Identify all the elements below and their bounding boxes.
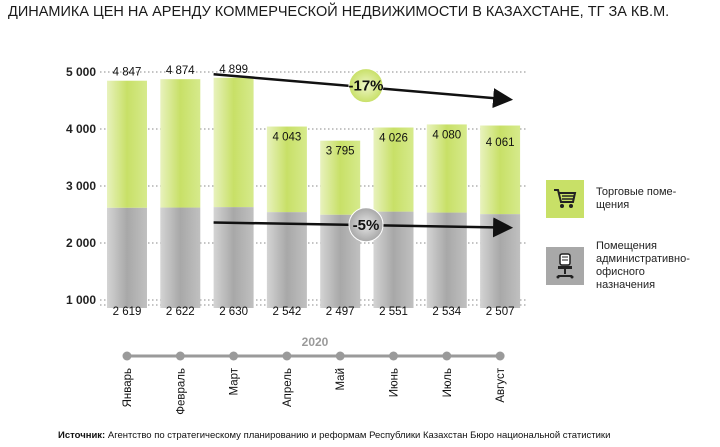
bar-retail [266, 126, 307, 213]
legend-item-office: Помещения административно-офисного назна… [546, 240, 706, 292]
y-tick-label: 2 000 [66, 236, 96, 250]
y-tick-label: 4 000 [66, 122, 96, 136]
bar-office [266, 212, 307, 308]
timeline-dot [282, 351, 292, 361]
data-label-office: 2 497 [326, 306, 355, 318]
legend-swatch-retail [546, 180, 584, 218]
bar-office [107, 207, 147, 308]
bar-office [426, 212, 467, 308]
source-note: Источник: Агентство по стратегическому п… [58, 430, 610, 441]
legend-label-office: Помещения административно-офисного назна… [596, 240, 690, 291]
bar-retail [480, 125, 521, 215]
office-chair-icon [556, 253, 574, 279]
timeline-dot [175, 351, 185, 361]
bar-retail [320, 140, 361, 215]
price-chart: 4 847 2 619 4 874 2 622 4 899 2 630 4 043 2 542… [66, 64, 528, 415]
shopping-cart-icon [554, 189, 577, 208]
bar-retail [160, 79, 201, 208]
data-label-retail: 4 847 [113, 67, 142, 79]
data-label-office: 2 619 [113, 306, 142, 318]
x-tick-label: Май [335, 368, 347, 391]
data-label-retail: 4 026 [379, 133, 408, 145]
bar-retail [213, 77, 254, 208]
timeline-dot [495, 351, 505, 361]
source-text: Агентство по стратегическому планировани… [107, 430, 611, 441]
y-tick-label: 1 000 [66, 293, 96, 307]
timeline-dot [389, 351, 398, 361]
bar-office [160, 207, 201, 308]
data-label-office: 2 551 [379, 306, 408, 318]
timeline-dot [335, 351, 345, 361]
y-tick-label: 5 000 [66, 65, 96, 79]
data-label-retail: 4 043 [273, 132, 302, 144]
data-label-office: 2 542 [273, 306, 302, 318]
data-label-retail: 4 061 [486, 137, 515, 149]
x-tick-label: Февраль [175, 368, 187, 415]
data-label-retail: 4 080 [432, 129, 461, 141]
x-tick-label: Август [495, 367, 507, 402]
x-tick-label: Январь [122, 368, 134, 407]
data-label-office: 2 507 [486, 306, 515, 318]
bar-retail [107, 80, 147, 208]
x-tick-label: Июнь [389, 368, 401, 397]
trend-bubble [348, 207, 384, 243]
trend-percent-label: -17% [348, 78, 383, 95]
data-label-office: 2 630 [219, 306, 248, 318]
x-tick-label: Июль [442, 368, 454, 397]
data-label-retail: 3 795 [326, 146, 355, 158]
x-tick-label: Апрель [282, 368, 294, 407]
timeline-dot [442, 351, 452, 361]
timeline-dot [122, 351, 132, 361]
trend-percent-label: -5% [353, 217, 380, 234]
source-prefix: Источник: [58, 430, 106, 441]
legend-item-retail: Торговые поме-щения [546, 180, 706, 218]
year-label: 2020 [302, 335, 329, 349]
data-label-retail: 4 899 [219, 64, 248, 76]
data-label-office: 2 534 [432, 306, 461, 318]
legend-swatch-office [546, 247, 584, 285]
legend-label-retail: Торговые поме-щения [596, 186, 677, 211]
chart-title: ДИНАМИКА ЦЕН НА АРЕНДУ КОММЕРЧЕСКОЙ НЕДВ… [8, 4, 670, 20]
trend-bubble [348, 68, 384, 104]
bar-retail [373, 127, 414, 212]
bar-retail [426, 124, 467, 213]
data-label-retail: 4 874 [166, 65, 195, 77]
y-tick-label: 3 000 [66, 179, 96, 193]
timeline-dot [229, 351, 239, 361]
data-label-office: 2 622 [166, 306, 195, 318]
x-tick-label: Март [229, 367, 241, 395]
